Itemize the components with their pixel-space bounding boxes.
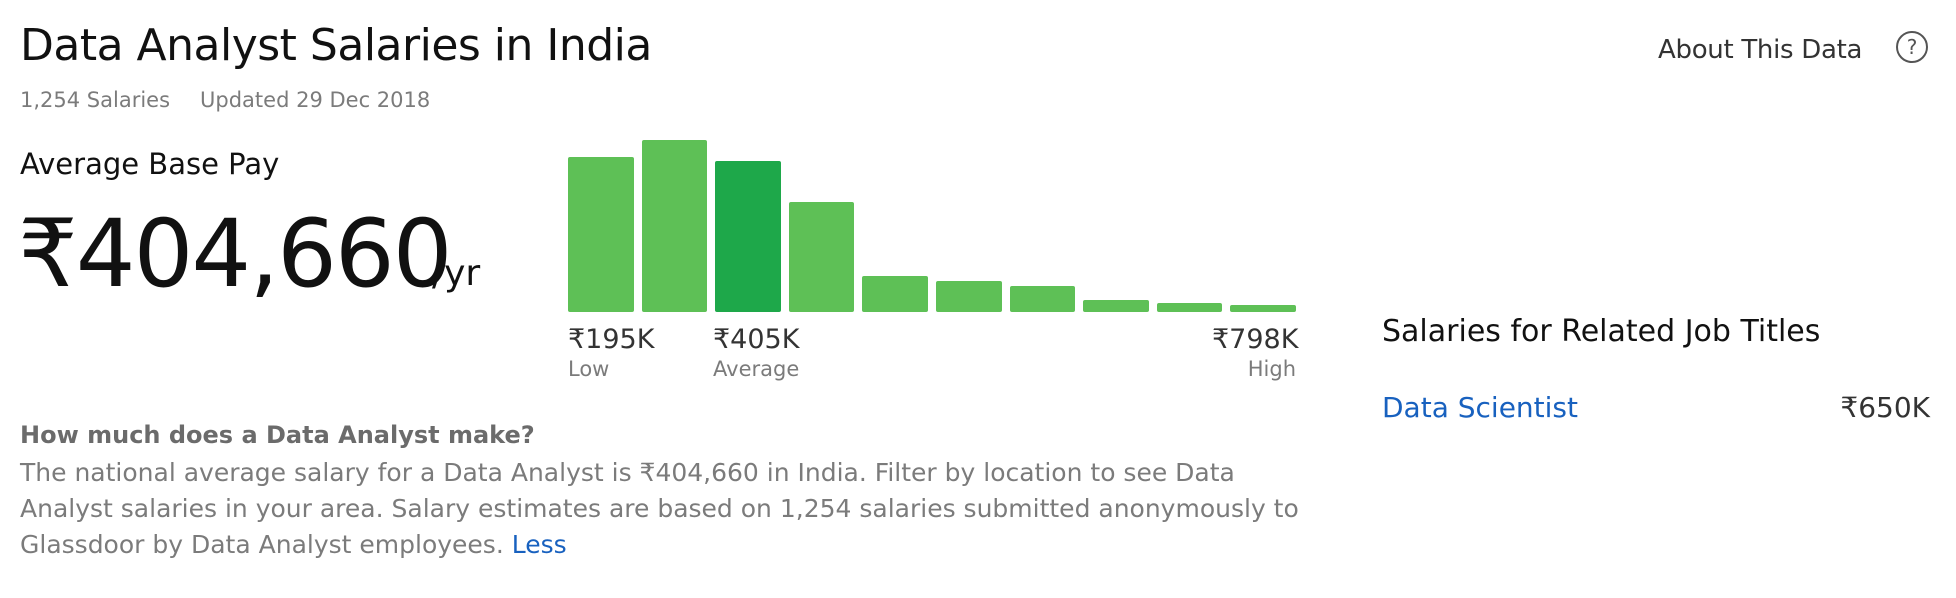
histogram-bar-1	[568, 157, 634, 312]
faq-question: How much does a Data Analyst make?	[20, 421, 535, 449]
histogram-bar-8	[1083, 299, 1149, 312]
pay-period-unit: /yr	[432, 253, 481, 294]
high-salary-label: High	[1247, 357, 1296, 381]
chart-tick-low: ₹195K Low	[568, 324, 654, 382]
high-salary-value: ₹798K	[1212, 324, 1299, 355]
histogram-bar-6	[936, 281, 1002, 312]
related-job-link[interactable]: Data Scientist	[1382, 391, 1578, 424]
histogram-bar-5	[862, 275, 928, 312]
chart-tick-high: ₹798K High	[1212, 324, 1299, 382]
chart-tick-average: ₹405K Average	[713, 324, 799, 382]
about-this-data-link[interactable]: About This Data	[1658, 35, 1863, 65]
related-job-row: Data Scientist ₹650K	[1382, 390, 1930, 428]
related-titles-heading: Salaries for Related Job Titles	[1382, 314, 1821, 349]
related-job-pay: ₹650K	[1840, 391, 1930, 424]
salary-distribution-chart	[568, 140, 1296, 312]
salary-count: 1,254 Salaries	[20, 88, 171, 112]
low-salary-label: Low	[568, 357, 610, 381]
histogram-bar-2	[641, 140, 708, 312]
average-base-pay-value: ₹404,660	[18, 200, 453, 309]
average-base-pay-label: Average Base Pay	[20, 147, 280, 181]
page-title: Data Analyst Salaries in India	[20, 20, 652, 71]
salary-meta: 1,254 Salaries Updated 29 Dec 2018	[20, 86, 430, 114]
updated-date: Updated 29 Dec 2018	[200, 88, 431, 112]
histogram-bar-4	[788, 201, 855, 312]
low-salary-value: ₹195K	[568, 324, 655, 355]
histogram-bar-10	[1230, 305, 1296, 312]
histogram-bar-7	[1009, 286, 1076, 312]
average-salary-value: ₹405K	[713, 324, 800, 355]
histogram-bar-9	[1156, 303, 1223, 312]
faq-answer-text: The national average salary for a Data A…	[20, 458, 1299, 559]
average-salary-label: Average	[713, 357, 800, 381]
faq-answer: The national average salary for a Data A…	[20, 455, 1310, 563]
help-icon[interactable]: ?	[1896, 31, 1928, 63]
less-link[interactable]: Less	[511, 530, 567, 559]
histogram-bar-3	[715, 160, 781, 312]
